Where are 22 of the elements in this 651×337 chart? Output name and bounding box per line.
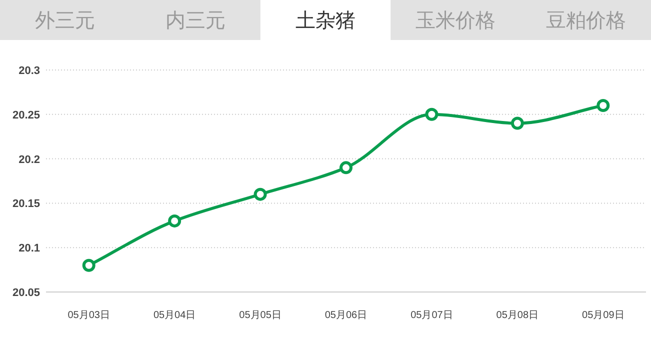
point: [254, 188, 267, 201]
point: [340, 161, 352, 174]
y-tick-label: 20.2: [18, 154, 40, 166]
y-tick-label: 20.05: [12, 287, 40, 299]
y-tick-label: 20.25: [12, 109, 40, 122]
point: [596, 99, 610, 112]
x-tick-label: 05月08日: [496, 310, 539, 321]
tabs: 外三元 内三元 土杂猪 玉米价格 豆粕价格: [0, 0, 651, 40]
x-tick-label: 05月09日: [582, 310, 624, 321]
x-tick-label: 05月06日: [324, 310, 368, 321]
x-tick-label: 05月07日: [410, 310, 453, 321]
x-tick-label: 05月04日: [153, 310, 196, 321]
point: [168, 214, 182, 228]
y-tick-label: 20.1: [18, 242, 40, 255]
point: [425, 108, 438, 121]
x-tick-label: 05月05日: [239, 310, 282, 321]
y-tick-label: 20.3: [18, 65, 40, 77]
point: [82, 258, 96, 272]
y-tick-label: 20.15: [12, 198, 40, 210]
chart-title: 土杂猪: [296, 10, 356, 32]
point: [510, 116, 524, 130]
x-tick-label: 05月03日: [68, 310, 110, 321]
